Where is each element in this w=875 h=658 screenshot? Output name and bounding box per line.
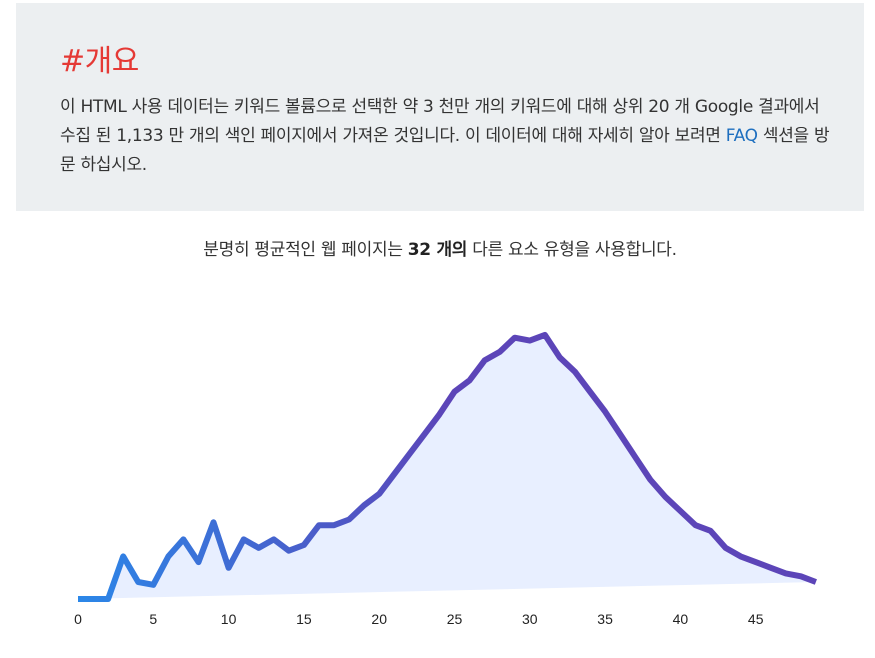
data-point[interactable] xyxy=(271,536,277,542)
data-point[interactable] xyxy=(708,528,714,534)
data-point[interactable] xyxy=(632,454,638,460)
data-point[interactable] xyxy=(587,389,593,395)
data-point[interactable] xyxy=(241,536,247,542)
data-point[interactable] xyxy=(662,494,668,500)
data-point[interactable] xyxy=(572,369,578,375)
data-point[interactable] xyxy=(165,553,171,559)
data-point[interactable] xyxy=(783,570,789,576)
data-point[interactable] xyxy=(693,522,699,528)
data-point[interactable] xyxy=(542,332,548,338)
data-point[interactable] xyxy=(452,389,458,395)
data-point[interactable] xyxy=(813,579,819,585)
data-point[interactable] xyxy=(120,553,126,559)
data-point[interactable] xyxy=(512,335,518,341)
data-point[interactable] xyxy=(75,596,81,602)
data-point[interactable] xyxy=(753,559,759,565)
chart-line-layer xyxy=(78,331,817,602)
summary-before: 분명히 평균적인 웹 페이지는 xyxy=(203,240,408,260)
element-count-chart: 0 5 10 15 20 25 30 35 40 45 xyxy=(74,331,819,627)
data-point[interactable] xyxy=(105,596,111,602)
summary-sentence: 분명히 평균적인 웹 페이지는 32 개의 다른 요소 유형을 사용합니다. xyxy=(0,236,875,264)
data-point[interactable] xyxy=(723,545,729,551)
chart-fill-layer xyxy=(78,334,816,599)
data-point[interactable] xyxy=(768,565,774,571)
data-point[interactable] xyxy=(738,553,744,559)
data-point[interactable] xyxy=(150,582,156,588)
overview-text: 이 HTML 사용 데이터는 키워드 볼륨으로 선택한 약 3 천만 개의 키워… xyxy=(60,93,830,180)
x-axis-ticks: 0 5 10 15 20 25 30 35 40 45 xyxy=(74,611,764,627)
data-point[interactable] xyxy=(331,522,337,528)
data-point[interactable] xyxy=(406,451,412,457)
data-point[interactable] xyxy=(467,377,473,383)
x-tick-label: 45 xyxy=(748,611,764,627)
x-tick-label: 10 xyxy=(221,611,237,627)
data-point[interactable] xyxy=(497,349,503,355)
data-point[interactable] xyxy=(196,559,202,565)
data-point[interactable] xyxy=(135,579,141,585)
x-tick-label: 0 xyxy=(74,611,82,627)
overview-text-part1: 이 HTML 사용 데이터는 키워드 볼륨으로 선택한 약 3 천만 개의 키워… xyxy=(60,97,820,146)
overview-text-part2: 섹션을 방문 하십시오. xyxy=(60,126,830,175)
data-point[interactable] xyxy=(421,431,427,437)
data-point[interactable] xyxy=(527,338,533,344)
area-fill xyxy=(78,334,816,599)
data-point[interactable] xyxy=(346,517,352,523)
data-point[interactable] xyxy=(798,573,804,579)
x-tick-label: 40 xyxy=(673,611,689,627)
data-point[interactable] xyxy=(256,545,262,551)
x-tick-label: 15 xyxy=(296,611,312,627)
overview-title: #개요 xyxy=(60,44,139,79)
data-point[interactable] xyxy=(226,565,232,571)
data-point[interactable] xyxy=(90,596,96,602)
data-point[interactable] xyxy=(436,411,442,417)
data-point[interactable] xyxy=(180,536,186,542)
data-point[interactable] xyxy=(376,491,382,497)
overview-panel: #개요 이 HTML 사용 데이터는 키워드 볼륨으로 선택한 약 3 천만 개… xyxy=(16,3,864,211)
data-point[interactable] xyxy=(482,357,488,363)
series-line xyxy=(78,331,817,602)
x-tick-label: 30 xyxy=(522,611,538,627)
data-point[interactable] xyxy=(647,477,653,483)
x-tick-label: 25 xyxy=(447,611,463,627)
data-point[interactable] xyxy=(286,548,292,554)
summary-highlight: 32 개의 xyxy=(407,240,468,260)
x-tick-label: 20 xyxy=(371,611,387,627)
faq-link[interactable]: FAQ xyxy=(725,126,758,146)
summary-after: 다른 요소 유형을 사용합니다. xyxy=(467,240,677,260)
data-point[interactable] xyxy=(361,502,367,508)
data-point[interactable] xyxy=(677,508,683,514)
data-point[interactable] xyxy=(316,522,322,528)
x-tick-label: 5 xyxy=(149,611,157,627)
x-tick-label: 35 xyxy=(597,611,613,627)
data-point[interactable] xyxy=(557,355,563,361)
data-point[interactable] xyxy=(391,471,397,477)
data-point[interactable] xyxy=(617,431,623,437)
data-point[interactable] xyxy=(301,542,307,548)
data-point[interactable] xyxy=(602,409,608,415)
data-point[interactable] xyxy=(211,519,217,525)
